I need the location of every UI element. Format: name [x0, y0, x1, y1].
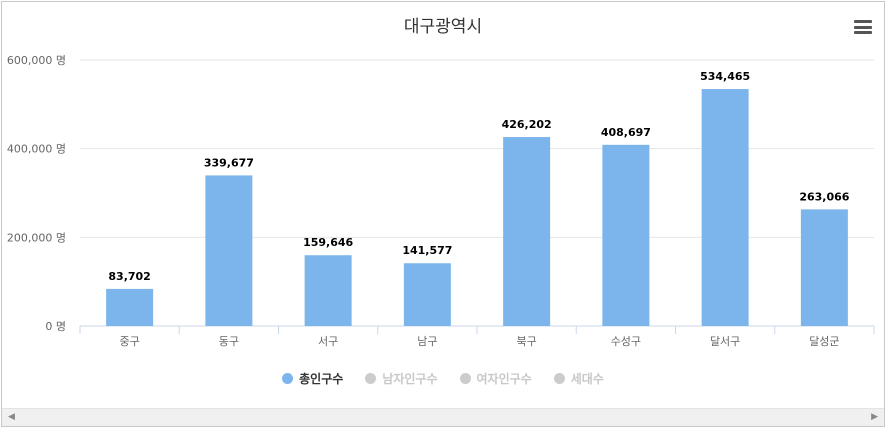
hamburger-menu-icon[interactable]: [854, 20, 872, 34]
horizontal-scrollbar[interactable]: ◀ ▶: [2, 408, 884, 426]
scroll-right-arrow-icon[interactable]: ▶: [871, 412, 878, 422]
data-label: 339,677: [204, 156, 254, 169]
x-tick-label: 달성군: [809, 335, 839, 348]
bar[interactable]: [205, 175, 253, 326]
x-tick-label: 달서구: [710, 335, 740, 348]
legend-item[interactable]: 남자인구수: [365, 370, 438, 387]
bar[interactable]: [800, 209, 848, 326]
legend-label: 세대수: [570, 372, 604, 386]
bar[interactable]: [106, 288, 154, 326]
legend-label: 남자인구수: [382, 372, 438, 386]
legend-label: 여자인구수: [476, 372, 532, 386]
y-tick-label: 600,000 명: [7, 54, 66, 67]
data-label: 141,577: [402, 244, 452, 257]
chart-plot: 0 명 200,000 명 400,000 명 600,000 명 83,702 중구 33…: [7, 54, 875, 348]
scroll-left-arrow-icon[interactable]: ◀: [8, 412, 15, 422]
chart-title: 대구광역시: [403, 17, 483, 37]
x-tick-label: 서구: [318, 335, 338, 348]
legend-item[interactable]: 세대수: [553, 370, 604, 387]
chart-legend: 총인구수 남자인구수 여자인구수 세대수: [2, 370, 884, 387]
legend-item[interactable]: 여자인구수: [459, 370, 532, 387]
bar[interactable]: [403, 263, 451, 326]
y-tick-label: 200,000 명: [7, 231, 66, 244]
y-tick-label: 400,000 명: [7, 143, 66, 156]
y-tick-label: 0 명: [45, 320, 66, 333]
x-tick-label: 북구: [517, 335, 537, 348]
bar[interactable]: [701, 89, 749, 326]
bar[interactable]: [602, 144, 650, 326]
x-tick-label: 중구: [120, 335, 140, 348]
bar[interactable]: [503, 137, 551, 326]
data-label: 263,066: [799, 190, 849, 203]
legend-label: 총인구수: [299, 372, 344, 386]
data-label: 83,702: [108, 270, 150, 283]
legend-dot-icon: [459, 373, 471, 384]
x-tick-label: 수성구: [611, 335, 641, 348]
data-label: 159,646: [303, 236, 353, 249]
data-label: 426,202: [502, 118, 552, 131]
bar[interactable]: [304, 255, 352, 326]
data-label: 534,465: [700, 70, 750, 83]
legend-dot-icon: [365, 373, 377, 384]
data-label: 408,697: [601, 126, 651, 139]
x-tick-label: 동구: [219, 335, 239, 348]
legend-dot-icon: [553, 373, 565, 384]
x-tick-label: 남구: [417, 335, 437, 348]
legend-item[interactable]: 총인구수: [282, 370, 343, 387]
legend-dot-icon: [282, 373, 294, 384]
